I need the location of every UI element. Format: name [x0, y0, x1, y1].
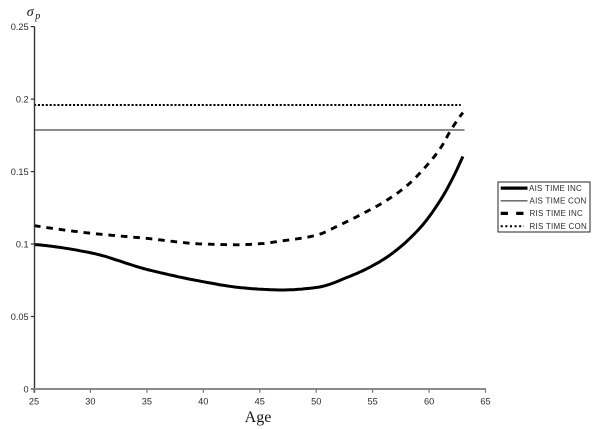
- svg-text:0.25: 0.25: [11, 22, 29, 32]
- svg-text:AIS TIME CON: AIS TIME CON: [530, 197, 587, 206]
- svg-text:0.1: 0.1: [16, 239, 29, 249]
- svg-text:50: 50: [311, 396, 321, 406]
- svg-text:RIS TIME CON: RIS TIME CON: [530, 222, 588, 231]
- svg-text:25: 25: [29, 396, 39, 406]
- svg-text:0: 0: [23, 384, 28, 394]
- svg-text:RIS TIME INC: RIS TIME INC: [530, 209, 584, 218]
- svg-text:60: 60: [424, 396, 434, 406]
- svg-text:40: 40: [198, 396, 208, 406]
- svg-text:0.05: 0.05: [11, 312, 29, 322]
- svg-text:55: 55: [367, 396, 377, 406]
- svg-text:30: 30: [85, 396, 95, 406]
- svg-text:45: 45: [255, 396, 265, 406]
- svg-text:AIS TIME INC: AIS TIME INC: [529, 184, 582, 193]
- svg-text:0.15: 0.15: [11, 167, 29, 177]
- svg-text:Age: Age: [245, 409, 272, 426]
- svg-text:65: 65: [480, 396, 490, 406]
- svg-text:35: 35: [142, 396, 152, 406]
- svg-text:0.2: 0.2: [16, 94, 29, 104]
